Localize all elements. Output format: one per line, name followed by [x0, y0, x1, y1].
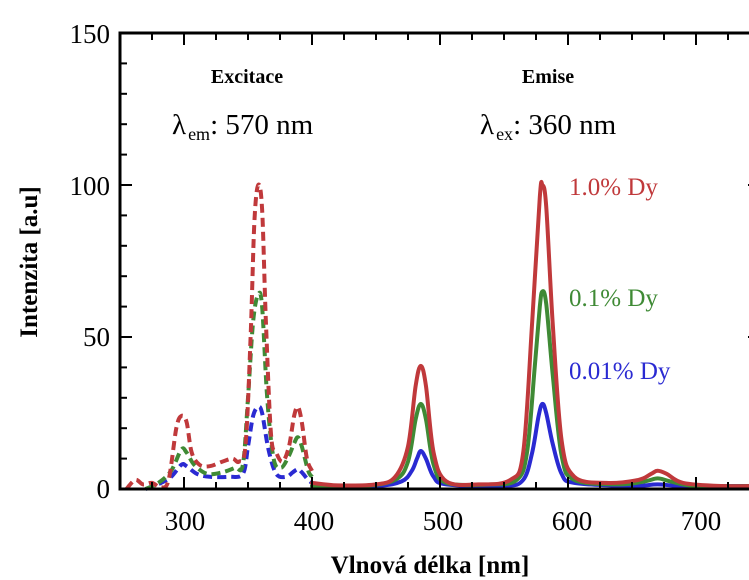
series-lines — [124, 179, 749, 491]
axis-ticks — [120, 33, 749, 489]
excitation-param-value: : 570 nm — [210, 109, 314, 141]
excitation-param: λ em: 570 nm — [172, 109, 314, 144]
emission-title: Emise — [522, 66, 574, 88]
series-excitation-1-0-dy — [124, 182, 314, 491]
y-tick-label: 100 — [70, 171, 111, 201]
series-excitation-0-1-dy — [144, 290, 314, 491]
x-tick-label: 400 — [294, 506, 335, 536]
y-axis-label: Intenzita [a.u] — [16, 186, 43, 337]
x-tick-label: 600 — [552, 506, 593, 536]
plot-frame — [118, 31, 749, 491]
x-axis-label: Vlnová délka [nm] — [331, 552, 530, 579]
y-tick-label: 50 — [83, 322, 110, 352]
emission-param: λ ex: 360 nm — [480, 109, 617, 144]
legend-label-0-01-dy: 0.01% Dy — [569, 358, 671, 385]
excitation-param-sub: em — [188, 124, 210, 144]
y-tick-label: 0 — [97, 474, 111, 504]
x-tick-label: 700 — [681, 506, 722, 536]
emission-param-value: : 360 nm — [513, 109, 617, 141]
x-tick-label: 300 — [165, 506, 206, 536]
x-tick-label: 500 — [423, 506, 464, 536]
excitation-param-symbol: λ — [172, 109, 186, 141]
series-excitation-0-01-dy — [144, 404, 314, 491]
y-tick-label: 150 — [70, 19, 111, 49]
legend-label-1-0-dy: 1.0% Dy — [569, 174, 658, 201]
legend-label-0-1-dy: 0.1% Dy — [569, 285, 658, 312]
emission-param-symbol: λ — [480, 109, 494, 141]
excitation-title: Excitace — [211, 66, 283, 88]
series-emission-0-1-dy — [310, 289, 749, 489]
emission-param-sub: ex — [496, 124, 513, 144]
series-emission-1-0-dy — [310, 179, 749, 489]
